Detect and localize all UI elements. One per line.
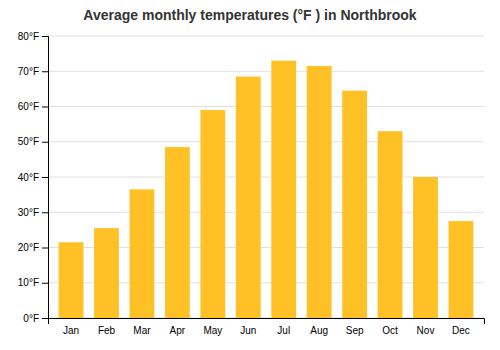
tick: Apr — [170, 325, 186, 336]
tick-label: 40°F — [18, 172, 39, 183]
tick-label: 60°F — [18, 101, 39, 112]
tick-mark — [42, 142, 48, 143]
tick: 80°F — [18, 31, 48, 42]
tick-label: 50°F — [18, 136, 39, 147]
tick-mark — [42, 248, 48, 249]
title: Average monthly temperatures (°F ) in No… — [83, 7, 417, 23]
bar — [236, 77, 261, 318]
tick: Oct — [382, 325, 398, 336]
tick-mark — [42, 177, 48, 178]
tick-label: Jan — [63, 325, 79, 336]
tick: Sep — [346, 325, 364, 336]
tick-label: Jul — [277, 325, 290, 336]
y-axis: 0°F 10°F 20°F 30°F 40°F 50°F 60°F 70°F 80°F — [18, 31, 49, 324]
tick: Nov — [417, 325, 435, 336]
tick-mark — [42, 283, 48, 284]
tick-mark — [42, 71, 48, 72]
tick: Aug — [310, 325, 328, 336]
tick: 60°F — [18, 101, 48, 112]
tick-label: 0°F — [23, 313, 39, 324]
chart: Average monthly temperatures (°F ) in No… — [0, 0, 500, 350]
tick-mark — [42, 212, 48, 213]
tick: 30°F — [18, 207, 48, 218]
grid — [48, 36, 484, 318]
bar — [94, 228, 119, 318]
tick: Dec — [452, 325, 470, 336]
bar — [378, 131, 403, 318]
axis-line — [42, 37, 49, 319]
tick-label: May — [203, 325, 222, 336]
bar — [449, 221, 474, 318]
bars — [59, 61, 474, 318]
tick-label: Dec — [452, 325, 470, 336]
tick-label: Nov — [417, 325, 435, 336]
bar — [130, 189, 155, 318]
tick-label: Aug — [310, 325, 328, 336]
tick-mark — [42, 318, 48, 319]
axis-line — [49, 319, 485, 325]
bar — [200, 110, 225, 318]
tick: May — [203, 325, 222, 336]
plot: 0°F 10°F 20°F 30°F 40°F 50°F 60°F 70°F 80°F Jan Fe… — [18, 31, 485, 336]
tick: Jun — [240, 325, 256, 336]
tick-label: 20°F — [18, 242, 39, 253]
tick: 40°F — [18, 172, 48, 183]
bar — [413, 177, 438, 318]
tick-label: 70°F — [18, 66, 39, 77]
tick-label: 10°F — [18, 277, 39, 288]
bar — [307, 66, 332, 318]
tick-label: Sep — [346, 325, 364, 336]
tick-mark — [42, 107, 48, 108]
tick-label: 80°F — [18, 31, 39, 42]
bar — [342, 91, 367, 318]
grid-line — [48, 71, 484, 72]
tick-label: Feb — [98, 325, 116, 336]
tick-label: 30°F — [18, 207, 39, 218]
bar — [59, 242, 84, 318]
tick-mark — [42, 36, 48, 37]
bar — [271, 61, 296, 318]
tick: 0°F — [23, 313, 48, 324]
tick: 20°F — [18, 242, 48, 253]
x-axis: Jan Feb Mar Apr May Jun Jul Aug Sep Oct Nov Dec — [49, 319, 485, 337]
grid-line — [48, 36, 484, 37]
tick: 50°F — [18, 136, 48, 147]
tick-label: Jun — [240, 325, 256, 336]
tick-label: Oct — [382, 325, 398, 336]
tick: Jan — [63, 325, 79, 336]
grid-line — [48, 141, 484, 142]
tick: 10°F — [18, 277, 48, 288]
tick: Feb — [98, 325, 116, 336]
tick-label: Mar — [133, 325, 151, 336]
tick-label: Apr — [170, 325, 186, 336]
grid-line — [48, 106, 484, 107]
tick: Mar — [133, 325, 151, 336]
tick: 70°F — [18, 66, 48, 77]
tick: Jul — [277, 325, 290, 336]
bar — [165, 147, 190, 318]
